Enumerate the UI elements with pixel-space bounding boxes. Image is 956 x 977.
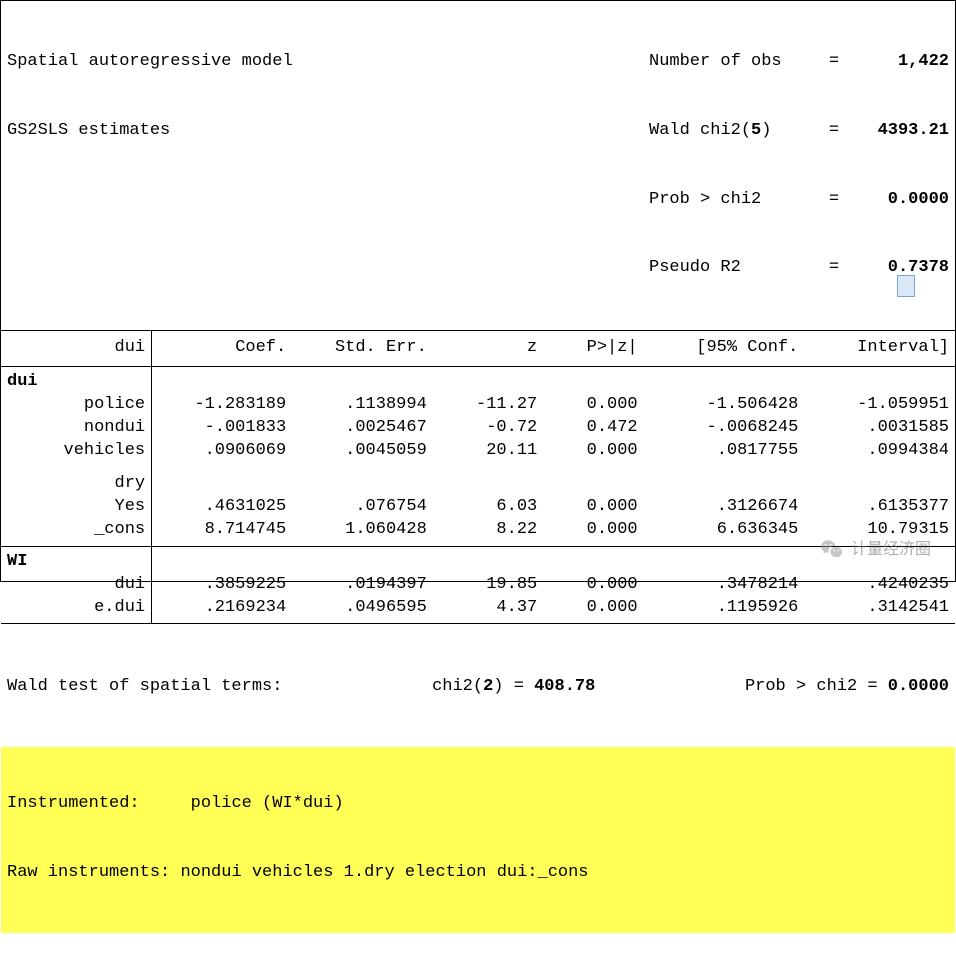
cell-se: .1138994 [292,394,433,417]
var-name: vehicles [1,440,152,463]
wald-test-row: Wald test of spatial terms: chi2(2) = 40… [7,674,949,701]
col-se: Std. Err. [292,331,433,366]
col-z: z [433,331,543,366]
cell-coef: -.001833 [152,417,293,440]
var-name: police [1,394,152,417]
cell-ci-lo: .3478214 [644,574,805,597]
cell-ci-lo: .0817755 [644,440,805,463]
cell-se: .0496595 [292,597,433,620]
cell-se: .076754 [292,496,433,519]
var-name: e.dui [1,597,152,620]
regression-table: dui Coef. Std. Err. z P>|z| [95% Conf. I… [1,331,955,624]
cell-se: .0194397 [292,574,433,597]
cell-z: 8.22 [433,519,543,542]
var-name: dui [1,574,152,597]
cell-coef: .4631025 [152,496,293,519]
model-title-block: Spatial autoregressive model GS2SLS esti… [7,5,293,326]
section-name: WI [1,546,152,573]
table-row: _cons8.7147451.0604288.220.0006.63634510… [1,519,955,542]
cell-p: 0.000 [543,394,643,417]
text-selection [897,275,915,297]
model-header: Spatial autoregressive model GS2SLS esti… [7,5,949,326]
cell-coef: .2169234 [152,597,293,620]
cell-coef: .0906069 [152,440,293,463]
var-name: nondui [1,417,152,440]
cell-ci-hi: .6135377 [804,496,955,519]
col-ci-lo: [95% Conf. [644,331,805,366]
cell-se: .0025467 [292,417,433,440]
depvar-header: dui [1,331,152,366]
section-header: dui [1,367,955,394]
table-header-row: dui Coef. Std. Err. z P>|z| [95% Conf. I… [1,331,955,366]
cell-ci-hi: .0031585 [804,417,955,440]
col-coef: Coef. [152,331,293,366]
cell-p: 0.000 [543,496,643,519]
cell-z: 20.11 [433,440,543,463]
table-row: nondui-.001833.0025467-0.720.472-.006824… [1,417,955,440]
wald-chi2: chi2(2) = 408.78 [432,676,595,699]
cell-p: 0.000 [543,597,643,620]
instrument-block: Instrumented: police (WI*dui) Raw instru… [1,747,955,933]
var-name: _cons [1,519,152,542]
table-row: Yes.4631025.0767546.030.000.3126674.6135… [1,496,955,519]
cell-ci-lo: .3126674 [644,496,805,519]
col-ci-hi: Interval] [804,331,955,366]
cell-coef: -1.283189 [152,394,293,417]
stat-wald: Wald chi2(5) = 4393.21 [649,120,949,143]
cell-p: 0.000 [543,574,643,597]
instrumented-row: Instrumented: police (WI*dui) [7,793,949,816]
cell-p: 0.472 [543,417,643,440]
cell-se: .0045059 [292,440,433,463]
cell-z: -0.72 [433,417,543,440]
sub-label: dry [1,473,152,496]
cell-z: 4.37 [433,597,543,620]
cell-ci-hi: -1.059951 [804,394,955,417]
stat-nobs: Number of obs = 1,422 [649,51,949,74]
cell-ci-lo: -1.506428 [644,394,805,417]
stata-output-panel: Spatial autoregressive model GS2SLS esti… [0,0,956,582]
model-title-2: GS2SLS estimates [7,120,293,143]
cell-coef: 8.714745 [152,519,293,542]
table-row: vehicles.0906069.004505920.110.000.08177… [1,440,955,463]
cell-coef: .3859225 [152,574,293,597]
cell-ci-lo: .1195926 [644,597,805,620]
wald-label: Wald test of spatial terms: [7,676,282,699]
col-p: P>|z| [543,331,643,366]
cell-z: 19.85 [433,574,543,597]
wald-prob: Prob > chi2 = 0.0000 [745,676,949,699]
section-header: WI [1,546,955,573]
footer-block: Wald test of spatial terms: chi2(2) = 40… [7,624,949,976]
cell-p: 0.000 [543,440,643,463]
table-row: police-1.283189.1138994-11.270.000-1.506… [1,394,955,417]
cell-ci-hi: .3142541 [804,597,955,620]
section-name: dui [1,367,152,394]
var-name: Yes [1,496,152,519]
cell-ci-lo: 6.636345 [644,519,805,542]
cell-ci-hi: .4240235 [804,574,955,597]
cell-z: 6.03 [433,496,543,519]
cell-se: 1.060428 [292,519,433,542]
cell-ci-hi: 10.79315 [804,519,955,542]
sub-label-row: dry [1,473,955,496]
table-row: dui.3859225.019439719.850.000.3478214.42… [1,574,955,597]
cell-z: -11.27 [433,394,543,417]
raw-instruments-row: Raw instruments: nondui vehicles 1.dry e… [7,862,949,885]
cell-p: 0.000 [543,519,643,542]
cell-ci-hi: .0994384 [804,440,955,463]
stat-prob: Prob > chi2 = 0.0000 [649,189,949,212]
table-row: e.dui.2169234.04965954.370.000.1195926.3… [1,597,955,620]
cell-ci-lo: -.0068245 [644,417,805,440]
model-title-1: Spatial autoregressive model [7,51,293,74]
